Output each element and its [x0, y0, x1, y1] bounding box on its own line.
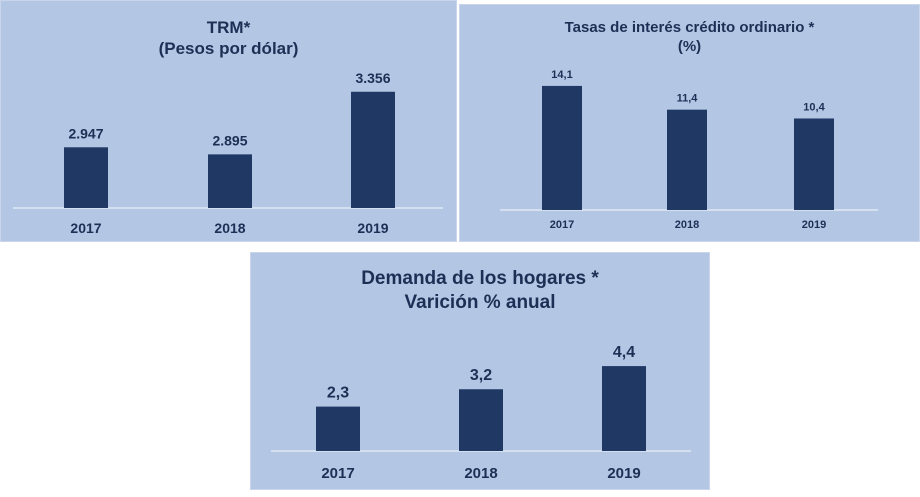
data-label: 2.947 [68, 125, 103, 141]
data-label: 14,1 [551, 69, 572, 81]
chart-subtitle: Varición % anual [404, 291, 556, 313]
chart-subtitle: (%) [677, 37, 702, 55]
data-label: 2,3 [327, 385, 349, 402]
chart-panel-demanda: Demanda de los hogares * Varición % anua… [250, 252, 710, 490]
x-tick-label: 2017 [550, 219, 574, 231]
data-label: 10,4 [803, 101, 825, 113]
data-label: 11,4 [677, 93, 699, 105]
chart-title: Tasas de interés crédito ordinario * [564, 19, 815, 36]
x-tick-label: 2018 [675, 219, 699, 231]
x-tick-label: 2018 [214, 220, 245, 236]
chart-title: Demanda de los hogares * [361, 268, 599, 289]
x-tick-label: 2019 [607, 465, 640, 482]
chart-title: TRM* [206, 18, 251, 37]
chart-title-block: TRM* (Pesos por dólar) [1, 17, 456, 60]
bar-2017 [542, 85, 582, 210]
bar-2019 [794, 118, 834, 210]
data-label: 3.356 [355, 70, 390, 86]
x-tick-label: 2018 [464, 465, 497, 482]
bar-2019 [602, 366, 646, 451]
chart-title-block: Tasas de interés crédito ordinario * (%) [460, 19, 919, 57]
bar-2018 [459, 389, 503, 451]
chart-subtitle: (Pesos por dólar) [158, 39, 299, 59]
bar-2019 [351, 91, 395, 208]
bar-2018 [667, 109, 707, 210]
bar-chart-trm: 2.947 2017 2.895 2018 3.356 2019 [13, 70, 443, 236]
bar-2017 [316, 406, 360, 451]
data-label: 4,4 [613, 344, 635, 361]
chart-panel-trm: TRM* (Pesos por dólar) 2.947 2017 2.895 201… [0, 0, 457, 242]
chart-panel-tasas: Tasas de interés crédito ordinario * (%)… [459, 4, 920, 242]
bar-2018 [208, 154, 252, 208]
x-tick-label: 2017 [321, 465, 354, 482]
bar-chart-tasas: 14,1 2017 11,4 2018 10,4 2019 [500, 69, 878, 231]
data-label: 2.895 [212, 132, 247, 148]
bar-2017 [64, 147, 108, 208]
data-label: 3,2 [470, 367, 492, 384]
chart-title-block: Demanda de los hogares * Varición % anua… [251, 267, 709, 315]
x-tick-label: 2019 [357, 220, 388, 236]
bar-chart-demanda: 2,3 2017 3,2 2018 4,4 2019 [271, 344, 691, 482]
x-tick-label: 2019 [802, 219, 826, 231]
x-tick-label: 2017 [70, 220, 101, 236]
